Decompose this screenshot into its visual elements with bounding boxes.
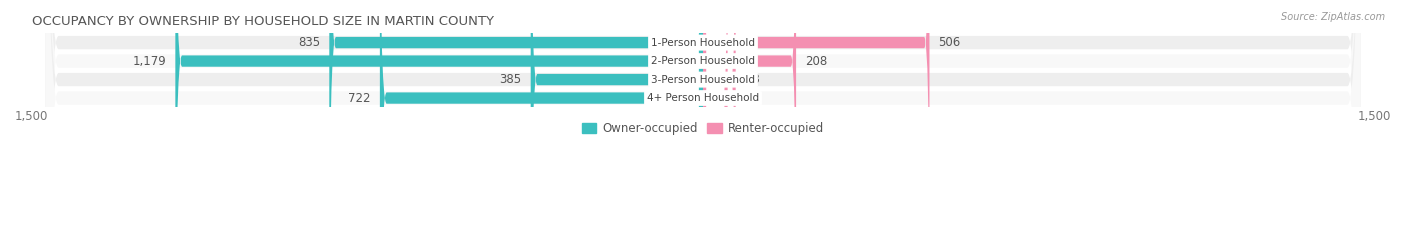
FancyBboxPatch shape [703, 0, 796, 233]
FancyBboxPatch shape [380, 0, 703, 233]
Text: 208: 208 [806, 55, 827, 68]
FancyBboxPatch shape [530, 0, 703, 233]
Text: 2-Person Household: 2-Person Household [651, 56, 755, 66]
Text: 55: 55 [737, 92, 751, 105]
FancyBboxPatch shape [329, 0, 703, 233]
Text: 385: 385 [499, 73, 522, 86]
Text: 1,179: 1,179 [132, 55, 166, 68]
Text: OCCUPANCY BY OWNERSHIP BY HOUSEHOLD SIZE IN MARTIN COUNTY: OCCUPANCY BY OWNERSHIP BY HOUSEHOLD SIZE… [32, 15, 494, 28]
FancyBboxPatch shape [45, 0, 1361, 233]
FancyBboxPatch shape [45, 0, 1361, 233]
FancyBboxPatch shape [45, 0, 1361, 233]
Text: Source: ZipAtlas.com: Source: ZipAtlas.com [1281, 12, 1385, 22]
Text: 73: 73 [745, 73, 759, 86]
Text: 506: 506 [938, 36, 960, 49]
FancyBboxPatch shape [703, 0, 728, 233]
Text: 4+ Person Household: 4+ Person Household [647, 93, 759, 103]
Text: 722: 722 [349, 92, 371, 105]
FancyBboxPatch shape [703, 0, 929, 233]
FancyBboxPatch shape [45, 0, 1361, 233]
Text: 1-Person Household: 1-Person Household [651, 38, 755, 48]
FancyBboxPatch shape [703, 0, 735, 233]
Text: 835: 835 [298, 36, 321, 49]
FancyBboxPatch shape [176, 0, 703, 233]
Text: 3-Person Household: 3-Person Household [651, 75, 755, 85]
Legend: Owner-occupied, Renter-occupied: Owner-occupied, Renter-occupied [578, 117, 828, 140]
